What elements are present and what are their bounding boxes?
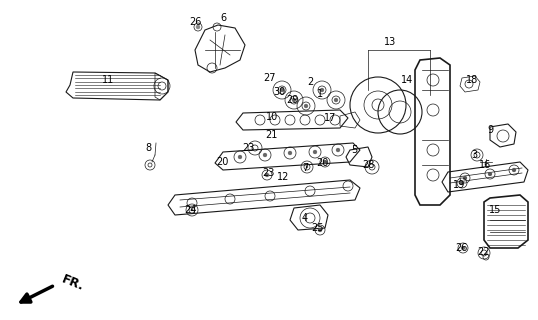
- Text: 27: 27: [264, 73, 276, 83]
- Circle shape: [191, 209, 193, 211]
- Circle shape: [336, 148, 340, 152]
- Circle shape: [463, 176, 467, 180]
- Circle shape: [334, 98, 338, 102]
- Text: 7: 7: [302, 163, 308, 173]
- Text: 5: 5: [351, 145, 357, 155]
- Text: 17: 17: [324, 113, 336, 123]
- Text: FR.: FR.: [60, 273, 86, 293]
- Text: 19: 19: [453, 180, 465, 190]
- Text: 28: 28: [362, 160, 374, 170]
- Text: 20: 20: [316, 158, 328, 168]
- Circle shape: [320, 88, 324, 92]
- Text: 24: 24: [184, 205, 196, 215]
- Text: 21: 21: [265, 130, 277, 140]
- Circle shape: [460, 181, 464, 185]
- Circle shape: [280, 88, 284, 92]
- Text: 10: 10: [266, 112, 278, 122]
- Text: 3: 3: [471, 150, 477, 160]
- Text: 22: 22: [477, 247, 489, 257]
- Circle shape: [313, 150, 317, 154]
- Text: 23: 23: [262, 168, 274, 178]
- Text: 2: 2: [307, 77, 313, 87]
- Circle shape: [318, 228, 322, 232]
- Text: 23: 23: [242, 143, 254, 153]
- Circle shape: [461, 246, 465, 250]
- Text: 15: 15: [489, 205, 501, 215]
- Circle shape: [304, 104, 308, 108]
- Text: 18: 18: [466, 75, 478, 85]
- Circle shape: [288, 151, 292, 155]
- Text: 4: 4: [302, 213, 308, 223]
- Text: 26: 26: [189, 17, 201, 27]
- Circle shape: [263, 153, 267, 157]
- Text: 14: 14: [401, 75, 413, 85]
- Text: 6: 6: [220, 13, 226, 23]
- Text: 26: 26: [455, 243, 467, 253]
- Text: 8: 8: [145, 143, 151, 153]
- Text: 29: 29: [286, 95, 298, 105]
- Circle shape: [238, 155, 242, 159]
- Text: 25: 25: [312, 223, 324, 233]
- Circle shape: [512, 168, 516, 172]
- Text: 16: 16: [479, 160, 491, 170]
- Circle shape: [306, 166, 308, 168]
- Text: 12: 12: [277, 172, 289, 182]
- Text: 20: 20: [216, 157, 228, 167]
- Circle shape: [323, 160, 327, 164]
- Text: 11: 11: [102, 75, 114, 85]
- Text: 9: 9: [487, 125, 493, 135]
- Circle shape: [488, 172, 492, 176]
- Text: 30: 30: [273, 87, 285, 97]
- Circle shape: [196, 25, 200, 29]
- Circle shape: [265, 173, 269, 177]
- Text: 13: 13: [384, 37, 396, 47]
- Circle shape: [292, 98, 296, 102]
- Text: 1: 1: [317, 89, 323, 99]
